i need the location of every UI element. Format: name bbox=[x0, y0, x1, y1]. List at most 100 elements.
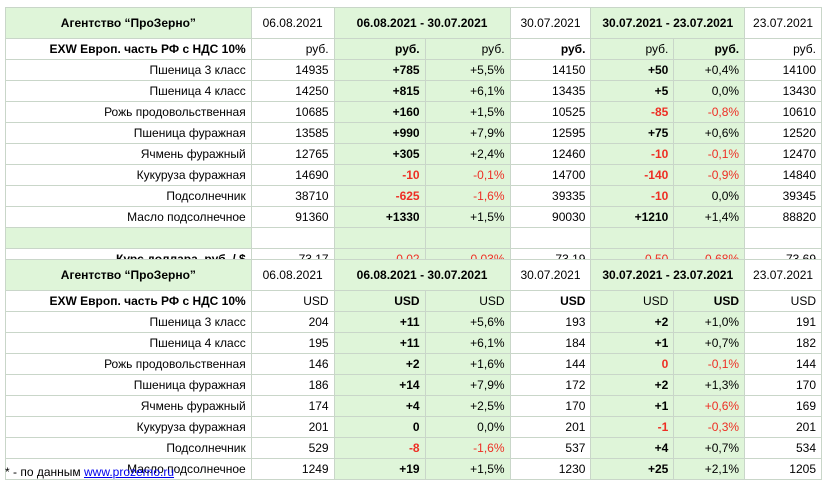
change-2: +1210 bbox=[590, 206, 675, 228]
separator-cell bbox=[424, 227, 511, 249]
change-2: +25 bbox=[590, 458, 675, 480]
change-1: +305 bbox=[333, 143, 426, 165]
change-pct-2: -0,3% bbox=[673, 416, 746, 438]
price-current: 1249 bbox=[250, 458, 335, 480]
date-current: 06.08.2021 bbox=[250, 259, 335, 291]
commodity-row: Масло подсолнечное 1249 +19 +1,5% 1230 +25 +2,… bbox=[5, 458, 822, 480]
price-earliest: 88820 bbox=[744, 206, 822, 228]
commodity-row: Пшеница 3 класс 14935 +785 +5,5% 14150 +50 +0,… bbox=[5, 59, 822, 81]
commodity-name: Подсолнечник bbox=[5, 437, 252, 459]
change-1: +785 bbox=[333, 59, 426, 81]
price-earliest: 14840 bbox=[744, 164, 822, 186]
change-pct-1: +6,1% bbox=[424, 332, 511, 354]
price-earliest: 534 bbox=[744, 437, 822, 459]
change-2: +1 bbox=[590, 395, 675, 417]
period-1-header: 06.08.2021 - 30.07.2021 bbox=[333, 259, 511, 291]
price-earliest: 13430 bbox=[744, 80, 822, 102]
price-earliest: 1205 bbox=[744, 458, 822, 480]
price-current: 146 bbox=[250, 353, 335, 375]
unit-row: EXW Европ. часть РФ с НДС 10% руб. руб. руб… bbox=[5, 38, 822, 60]
change-pct-2: +0,6% bbox=[673, 122, 746, 144]
change-2: +2 bbox=[590, 311, 675, 333]
commodity-name: Пшеница фуражная bbox=[5, 122, 252, 144]
change-pct-2: -0,1% bbox=[673, 353, 746, 375]
change-pct-1: -1,6% bbox=[424, 437, 511, 459]
price-earliest: 144 bbox=[744, 353, 822, 375]
change-2: -1 bbox=[590, 416, 675, 438]
date-earliest: 23.07.2021 bbox=[744, 7, 822, 39]
price-previous: 172 bbox=[509, 374, 592, 396]
commodity-name: Ячмень фуражный bbox=[5, 143, 252, 165]
change-1: +160 bbox=[333, 101, 426, 123]
commodity-row: Пшеница фуражная 13585 +990 +7,9% 12595 +75 +0… bbox=[5, 122, 822, 144]
commodity-name: Пшеница фуражная bbox=[5, 374, 252, 396]
change-1: -10 bbox=[333, 164, 426, 186]
unit-label: руб. bbox=[509, 38, 592, 60]
price-previous: 537 bbox=[509, 437, 592, 459]
change-pct-2: 0,0% bbox=[673, 80, 746, 102]
change-pct-2: +0,7% bbox=[673, 437, 746, 459]
change-pct-1: 0,0% bbox=[424, 416, 511, 438]
commodity-name: Ячмень фуражный bbox=[5, 395, 252, 417]
separator-cell bbox=[673, 227, 746, 249]
unit-label: руб. bbox=[590, 38, 675, 60]
price-earliest: 169 bbox=[744, 395, 822, 417]
unit-label: руб. bbox=[424, 38, 511, 60]
change-1: +990 bbox=[333, 122, 426, 144]
commodity-name: Пшеница 3 класс bbox=[5, 311, 252, 333]
unit-label: руб. bbox=[744, 38, 822, 60]
price-current: 186 bbox=[250, 374, 335, 396]
change-pct-1: +1,6% bbox=[424, 353, 511, 375]
basis-label: EXW Европ. часть РФ с НДС 10% bbox=[5, 290, 252, 312]
change-1: +1330 bbox=[333, 206, 426, 228]
change-pct-2: -0,9% bbox=[673, 164, 746, 186]
change-2: 0 bbox=[590, 353, 675, 375]
price-earliest: 201 bbox=[744, 416, 822, 438]
price-current: 195 bbox=[250, 332, 335, 354]
separator-row bbox=[5, 227, 822, 249]
price-current: 12765 bbox=[250, 143, 335, 165]
price-previous: 201 bbox=[509, 416, 592, 438]
rub-price-table: Агентство “ПроЗерно” 06.08.2021 06.08.2021… bbox=[5, 7, 822, 270]
change-1: +2 bbox=[333, 353, 426, 375]
change-pct-1: +6,1% bbox=[424, 80, 511, 102]
change-2: -10 bbox=[590, 143, 675, 165]
commodity-name: Пшеница 4 класс bbox=[5, 80, 252, 102]
period-2-header: 30.07.2021 - 23.07.2021 bbox=[590, 7, 746, 39]
commodity-row: Кукуруза фуражная 201 0 0,0% 201 -1 -0,3% 201 bbox=[5, 416, 822, 438]
commodity-name: Подсолнечник bbox=[5, 185, 252, 207]
price-previous: 170 bbox=[509, 395, 592, 417]
price-current: 14690 bbox=[250, 164, 335, 186]
unit-label: USD bbox=[424, 290, 511, 312]
usd-price-table: Агентство “ПроЗерно” 06.08.2021 06.08.2021… bbox=[5, 259, 822, 480]
change-2: +75 bbox=[590, 122, 675, 144]
price-earliest: 170 bbox=[744, 374, 822, 396]
unit-label: USD bbox=[250, 290, 335, 312]
unit-label: руб. bbox=[333, 38, 426, 60]
commodity-name: Пшеница 4 класс bbox=[5, 332, 252, 354]
change-2: -10 bbox=[590, 185, 675, 207]
price-earliest: 191 bbox=[744, 311, 822, 333]
commodity-row: Кукуруза фуражная 14690 -10 -0,1% 14700 -140-… bbox=[5, 164, 822, 186]
commodity-name: Кукуруза фуражная bbox=[5, 164, 252, 186]
agency-title: Агентство “ПроЗерно” bbox=[5, 7, 252, 39]
commodity-row: Масло подсолнечное 91360 +1330 +1,5% 90030 +1… bbox=[5, 206, 822, 228]
source-link[interactable]: www.prozerno.ru bbox=[83, 465, 175, 479]
change-pct-1: +7,9% bbox=[424, 122, 511, 144]
change-pct-2: +1,0% bbox=[673, 311, 746, 333]
price-previous: 39335 bbox=[509, 185, 592, 207]
unit-label: руб. bbox=[250, 38, 335, 60]
price-previous: 14150 bbox=[509, 59, 592, 81]
change-pct-1: +2,4% bbox=[424, 143, 511, 165]
price-current: 13585 bbox=[250, 122, 335, 144]
price-earliest: 12470 bbox=[744, 143, 822, 165]
change-pct-1: -1,6% bbox=[424, 185, 511, 207]
separator-cell bbox=[509, 227, 592, 249]
agency-title: Агентство “ПроЗерно” bbox=[5, 259, 252, 291]
unit-label: руб. bbox=[673, 38, 746, 60]
date-earliest: 23.07.2021 bbox=[744, 259, 822, 291]
separator-cell bbox=[250, 227, 335, 249]
change-pct-1: +1,5% bbox=[424, 458, 511, 480]
date-previous: 30.07.2021 bbox=[509, 259, 592, 291]
price-current: 201 bbox=[250, 416, 335, 438]
